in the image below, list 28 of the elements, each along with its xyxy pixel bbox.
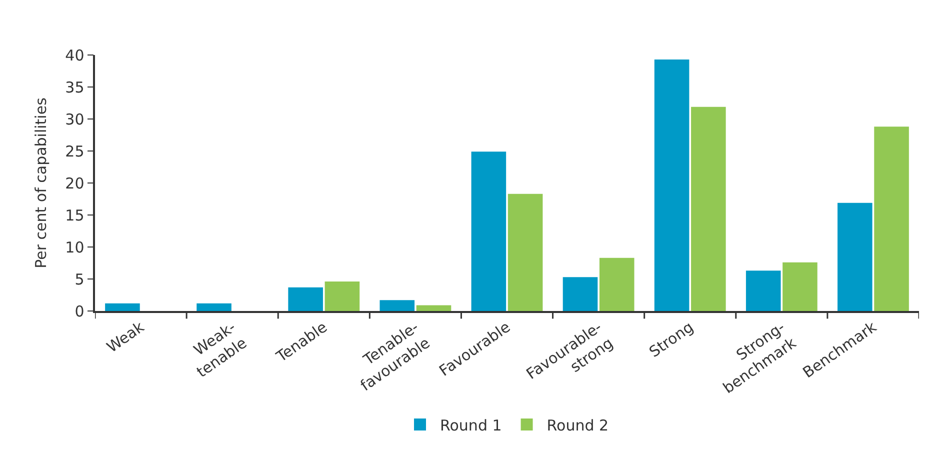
y-tick-label: 40 (65, 46, 84, 64)
bar (471, 152, 506, 311)
bar (782, 262, 818, 311)
bar (105, 303, 140, 311)
bar (746, 270, 781, 311)
y-tick-label: 10 (65, 238, 84, 256)
bar (508, 194, 543, 311)
y-tick-label: 30 (65, 110, 84, 128)
y-tick-label: 20 (65, 174, 84, 192)
bar (599, 258, 634, 311)
bar (380, 300, 415, 311)
bar (691, 106, 726, 311)
legend-label: Round 1 (440, 416, 502, 434)
bar (838, 202, 872, 311)
bar (324, 282, 360, 311)
y-tick-label: 35 (65, 78, 84, 96)
y-axis-title: Per cent of capabilities (32, 97, 50, 268)
bar (416, 305, 452, 311)
bar (196, 303, 232, 311)
bar (874, 126, 909, 311)
bar (654, 59, 690, 311)
y-tick-label: 5 (74, 270, 84, 288)
bar (288, 287, 323, 311)
bar (562, 277, 598, 311)
y-tick-label: 25 (65, 142, 84, 160)
legend-label: Round 2 (546, 416, 609, 434)
y-tick-label: 0 (74, 302, 84, 320)
y-tick-label: 15 (65, 206, 84, 224)
